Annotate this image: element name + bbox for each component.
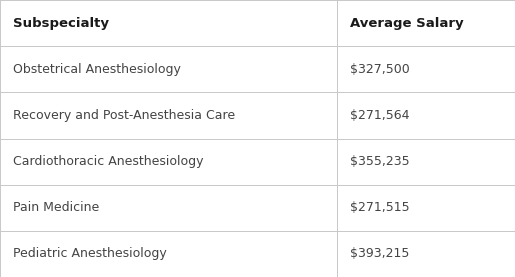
Text: $355,235: $355,235 — [350, 155, 410, 168]
Text: $271,515: $271,515 — [350, 201, 410, 214]
Text: Average Salary: Average Salary — [350, 17, 464, 30]
Text: $271,564: $271,564 — [350, 109, 410, 122]
Text: Recovery and Post-Anesthesia Care: Recovery and Post-Anesthesia Care — [13, 109, 235, 122]
Text: Cardiothoracic Anesthesiology: Cardiothoracic Anesthesiology — [13, 155, 203, 168]
Text: Obstetrical Anesthesiology: Obstetrical Anesthesiology — [13, 63, 181, 76]
Text: Pain Medicine: Pain Medicine — [13, 201, 99, 214]
Text: Pediatric Anesthesiology: Pediatric Anesthesiology — [13, 247, 167, 260]
Text: Subspecialty: Subspecialty — [13, 17, 109, 30]
Text: $393,215: $393,215 — [350, 247, 409, 260]
Text: $327,500: $327,500 — [350, 63, 410, 76]
